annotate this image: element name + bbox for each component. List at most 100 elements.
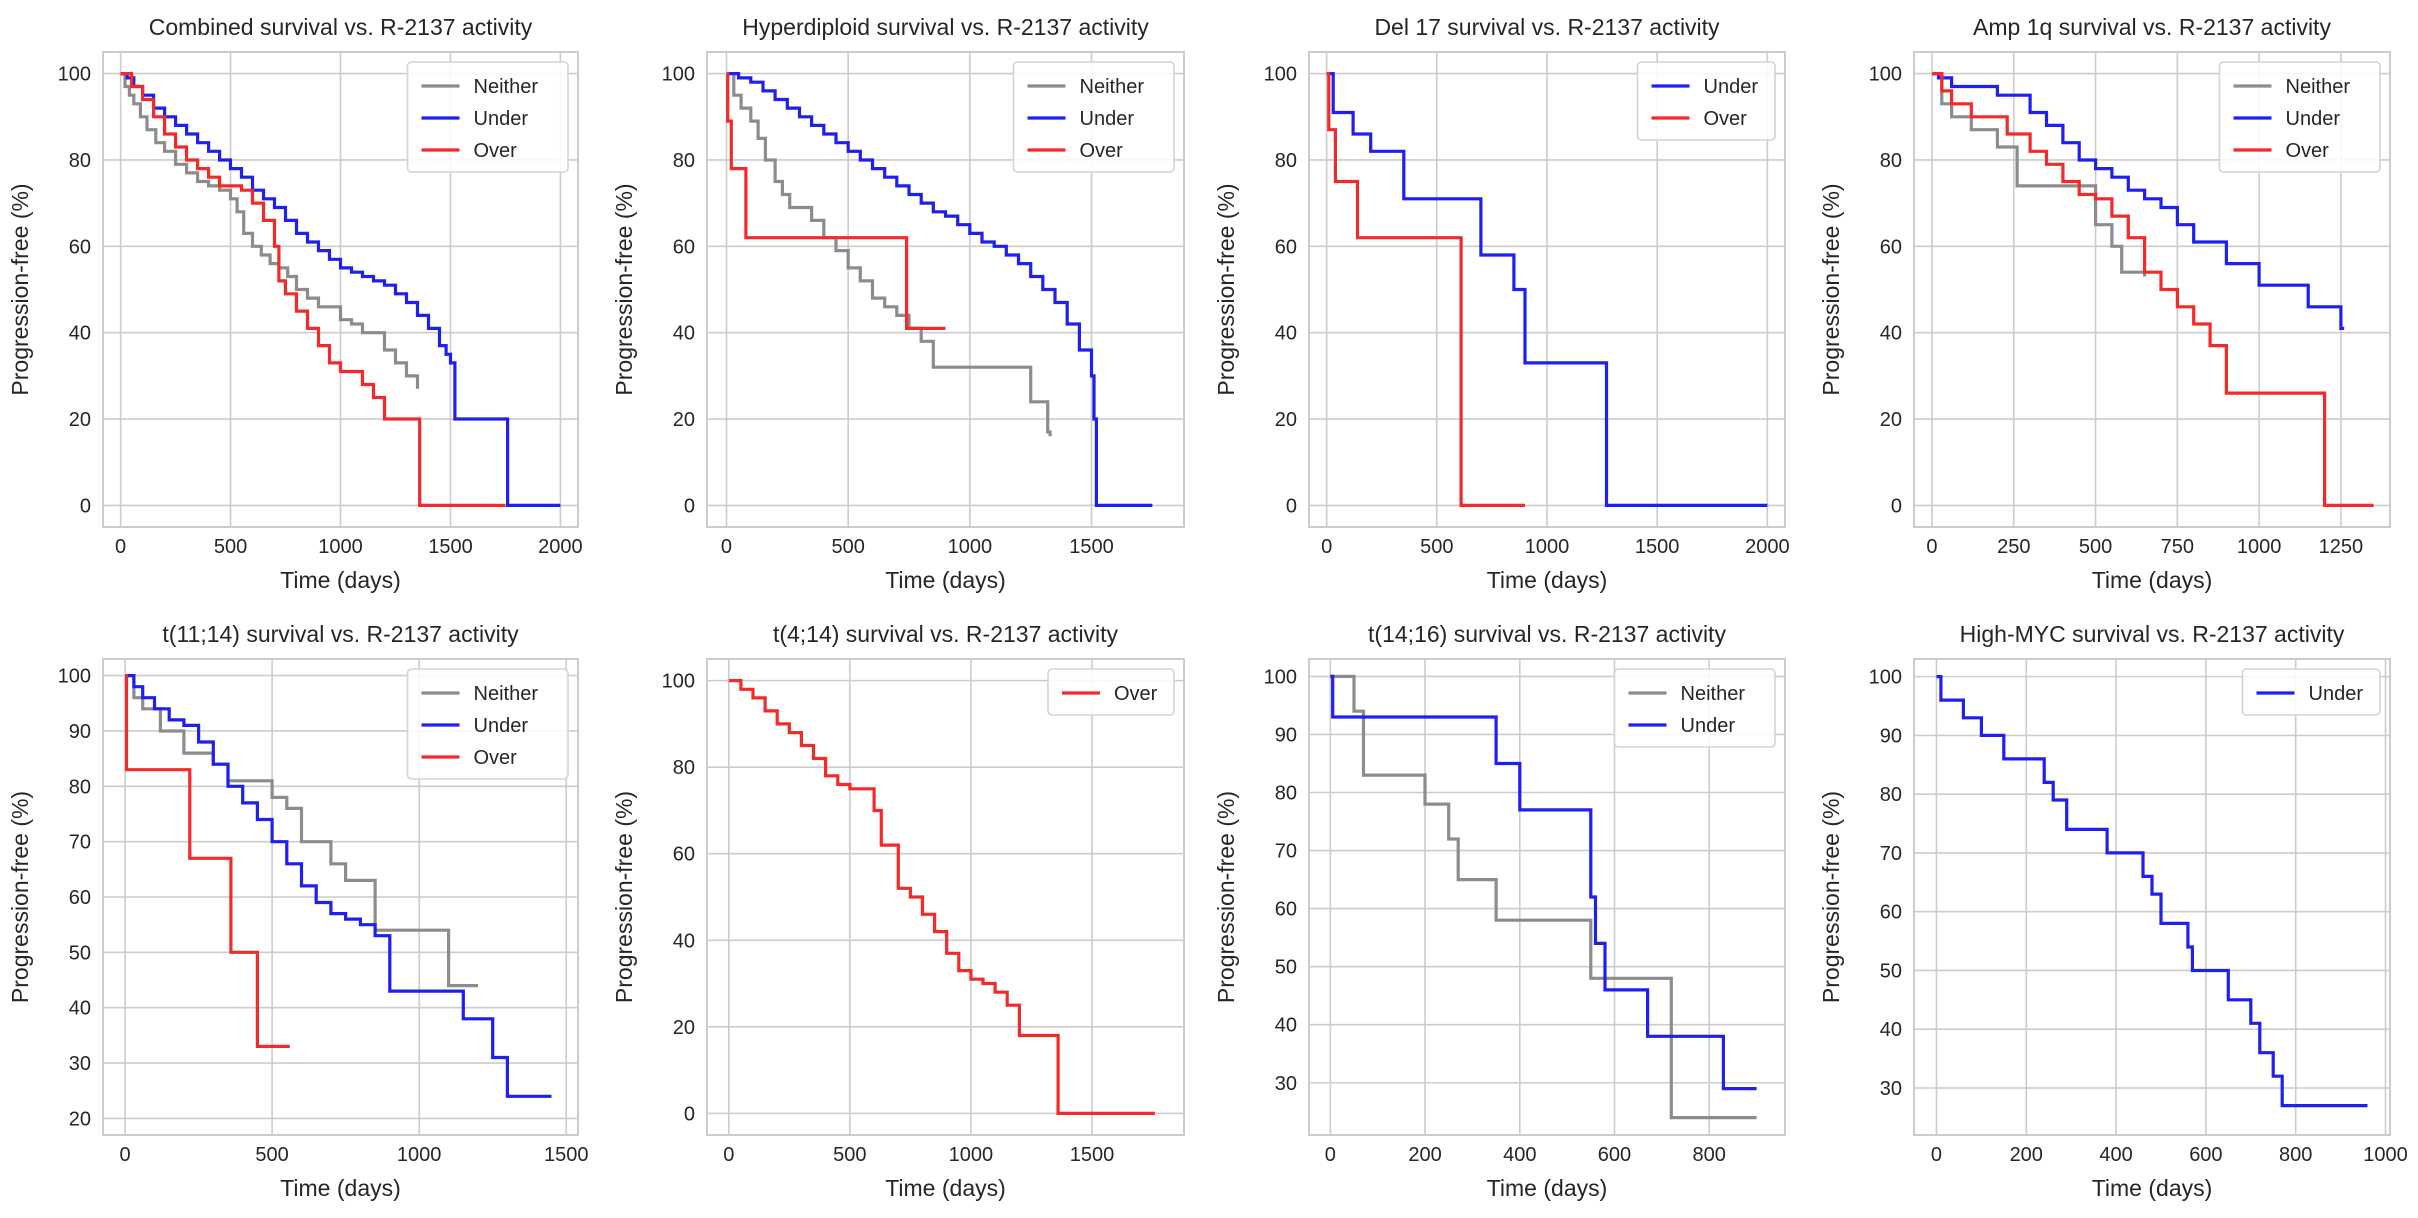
chart-2-frame bbox=[706, 51, 1185, 528]
chart-5-xtick-3: 1500 bbox=[544, 1144, 589, 1166]
chart-7-xtick-3: 600 bbox=[1598, 1144, 1631, 1166]
chart-8-series-under-line bbox=[1936, 675, 2368, 1108]
chart-1-frame bbox=[102, 51, 579, 528]
chart-5-title: t(11;14) survival vs. R-2137 activity bbox=[162, 621, 519, 647]
chart-1-ytick-1: 20 bbox=[69, 409, 91, 431]
chart-8-ytick-7: 100 bbox=[1869, 667, 1902, 689]
chart-3-ytick-4: 80 bbox=[1275, 150, 1297, 172]
chart-8-ytick-5: 80 bbox=[1880, 784, 1902, 806]
chart-4-legend-label-over: Over bbox=[2286, 140, 2330, 162]
chart-7-ytick-4: 70 bbox=[1275, 841, 1297, 863]
chart-5-xtick-0: 0 bbox=[119, 1144, 130, 1166]
chart-4-ytick-2: 40 bbox=[1880, 323, 1902, 345]
chart-2-xtick-0: 0 bbox=[721, 536, 732, 558]
chart-4-legend-label-under: Under bbox=[2286, 108, 2341, 130]
chart-8-xtick-2: 400 bbox=[2099, 1144, 2132, 1166]
chart-5-xtick-1: 500 bbox=[255, 1144, 288, 1166]
chart-3-series-over-line bbox=[1326, 72, 1525, 507]
chart-4-ytick-4: 80 bbox=[1880, 150, 1902, 172]
chart-2-legend-label-over: Over bbox=[1080, 140, 1124, 162]
chart-8-xtick-5: 1000 bbox=[2363, 1144, 2408, 1166]
chart-3-xtick-4: 2000 bbox=[1745, 536, 1790, 558]
chart-2-legend-box bbox=[1012, 61, 1175, 173]
chart-1-ytick-3: 60 bbox=[69, 236, 91, 258]
chart-2-ytick-4: 80 bbox=[673, 150, 695, 172]
chart-2-series-over-line bbox=[726, 72, 946, 330]
chart-6-legend-label-over: Over bbox=[1114, 683, 1158, 705]
chart-1-ytick-4: 80 bbox=[69, 150, 91, 172]
chart-5-ylabel: Progression-free (%) bbox=[7, 791, 33, 1003]
chart-6-xtick-3: 1500 bbox=[1070, 1144, 1115, 1166]
chart-8-legend-label-under: Under bbox=[2309, 683, 2364, 705]
chart-5-xlabel: Time (days) bbox=[280, 1175, 401, 1201]
chart-8-ytick-1: 40 bbox=[1880, 1019, 1902, 1041]
chart-2-ylabel: Progression-free (%) bbox=[611, 183, 637, 395]
chart-5-series-under-line bbox=[125, 674, 552, 1098]
chart-6-xtick-0: 0 bbox=[723, 1144, 734, 1166]
chart-1-legend-label-neither: Neither bbox=[474, 76, 539, 98]
chart-8-xtick-0: 0 bbox=[1931, 1144, 1942, 1166]
chart-6-xtick-1: 500 bbox=[833, 1144, 866, 1166]
chart-4-xtick-4: 1000 bbox=[2237, 536, 2282, 558]
chart-3-xtick-0: 0 bbox=[1321, 536, 1332, 558]
chart-4-ytick-5: 100 bbox=[1869, 64, 1902, 86]
chart-8-ytick-2: 50 bbox=[1880, 960, 1902, 982]
chart-7-ytick-3: 60 bbox=[1275, 899, 1297, 921]
chart-6-series-over-line bbox=[728, 679, 1155, 1115]
chart-5-ytick-4: 60 bbox=[69, 887, 91, 909]
chart-8-ylabel: Progression-free (%) bbox=[1818, 791, 1844, 1003]
chart-1-legend-box bbox=[406, 61, 569, 173]
chart-3-frame bbox=[1308, 51, 1786, 528]
chart-4-ytick-1: 20 bbox=[1880, 409, 1902, 431]
chart-6-ytick-0: 0 bbox=[684, 1103, 695, 1125]
chart-3-legend: Under Over bbox=[1636, 61, 1776, 141]
chart-3-ytick-2: 40 bbox=[1275, 323, 1297, 345]
chart-2-legend-label-under: Under bbox=[1080, 108, 1135, 130]
chart-7-xtick-2: 400 bbox=[1503, 1144, 1536, 1166]
chart-1-ytick-0: 0 bbox=[80, 495, 91, 517]
chart-1-series-under-line bbox=[120, 72, 561, 507]
chart-4-xtick-3: 750 bbox=[2161, 536, 2194, 558]
chart-2-xtick-1: 500 bbox=[831, 536, 864, 558]
chart-2-legend-label-neither: Neither bbox=[1080, 76, 1145, 98]
chart-4-xtick-5: 1250 bbox=[2319, 536, 2364, 558]
chart-6-ytick-3: 60 bbox=[673, 844, 695, 866]
chart-3-series-under-line bbox=[1326, 72, 1768, 507]
chart-1-legend-label-over: Over bbox=[474, 140, 518, 162]
chart-1-xtick-0: 0 bbox=[115, 536, 126, 558]
chart-5-ytick-7: 90 bbox=[69, 721, 91, 743]
chart-5: 0 500 1000 1500 20 30 40 50 60 70 80 90 100 t(11;14) … bbox=[7, 621, 588, 1201]
chart-8-legend-box bbox=[2241, 668, 2381, 716]
chart-8-ytick-6: 90 bbox=[1880, 725, 1902, 747]
chart-7-ylabel: Progression-free (%) bbox=[1213, 791, 1239, 1003]
chart-5-ytick-8: 100 bbox=[58, 666, 91, 688]
chart-5-legend-label-over: Over bbox=[474, 747, 518, 769]
chart-7-xtick-0: 0 bbox=[1325, 1144, 1336, 1166]
chart-8-xtick-3: 600 bbox=[2189, 1144, 2222, 1166]
chart-1-title: Combined survival vs. R-2137 activity bbox=[149, 14, 533, 40]
chart-5-frame bbox=[102, 658, 579, 1136]
chart-6-xtick-2: 1000 bbox=[949, 1144, 994, 1166]
chart-5-ytick-0: 20 bbox=[69, 1108, 91, 1130]
chart-2: 0 500 1000 1500 0 20 40 60 80 100 Hyperdiploid sur… bbox=[611, 14, 1185, 593]
chart-7-legend-label-neither: Neither bbox=[1681, 683, 1746, 705]
chart-2-legend: Neither Under Over bbox=[1012, 61, 1175, 173]
chart-5-ytick-6: 80 bbox=[69, 776, 91, 798]
chart-2-ytick-3: 60 bbox=[673, 236, 695, 258]
chart-5-legend-box bbox=[406, 668, 569, 780]
chart-7-legend-box bbox=[1613, 668, 1776, 748]
chart-4-legend: Neither Under Over bbox=[2218, 61, 2381, 173]
chart-4-xtick-2: 500 bbox=[2079, 536, 2112, 558]
chart-2-xlabel: Time (days) bbox=[885, 567, 1006, 593]
chart-2-xtick-2: 1000 bbox=[948, 536, 993, 558]
chart-2-ytick-2: 40 bbox=[673, 323, 695, 345]
chart-3-ytick-0: 0 bbox=[1286, 495, 1297, 517]
chart-1-xtick-1: 500 bbox=[214, 536, 247, 558]
chart-5-legend-label-under: Under bbox=[474, 715, 529, 737]
chart-6-xlabel: Time (days) bbox=[885, 1175, 1006, 1201]
chart-6-legend: Over bbox=[1047, 668, 1175, 716]
chart-4-legend-box bbox=[2218, 61, 2381, 173]
chart-6-ytick-4: 80 bbox=[673, 757, 695, 779]
chart-5-xtick-2: 1000 bbox=[397, 1144, 442, 1166]
